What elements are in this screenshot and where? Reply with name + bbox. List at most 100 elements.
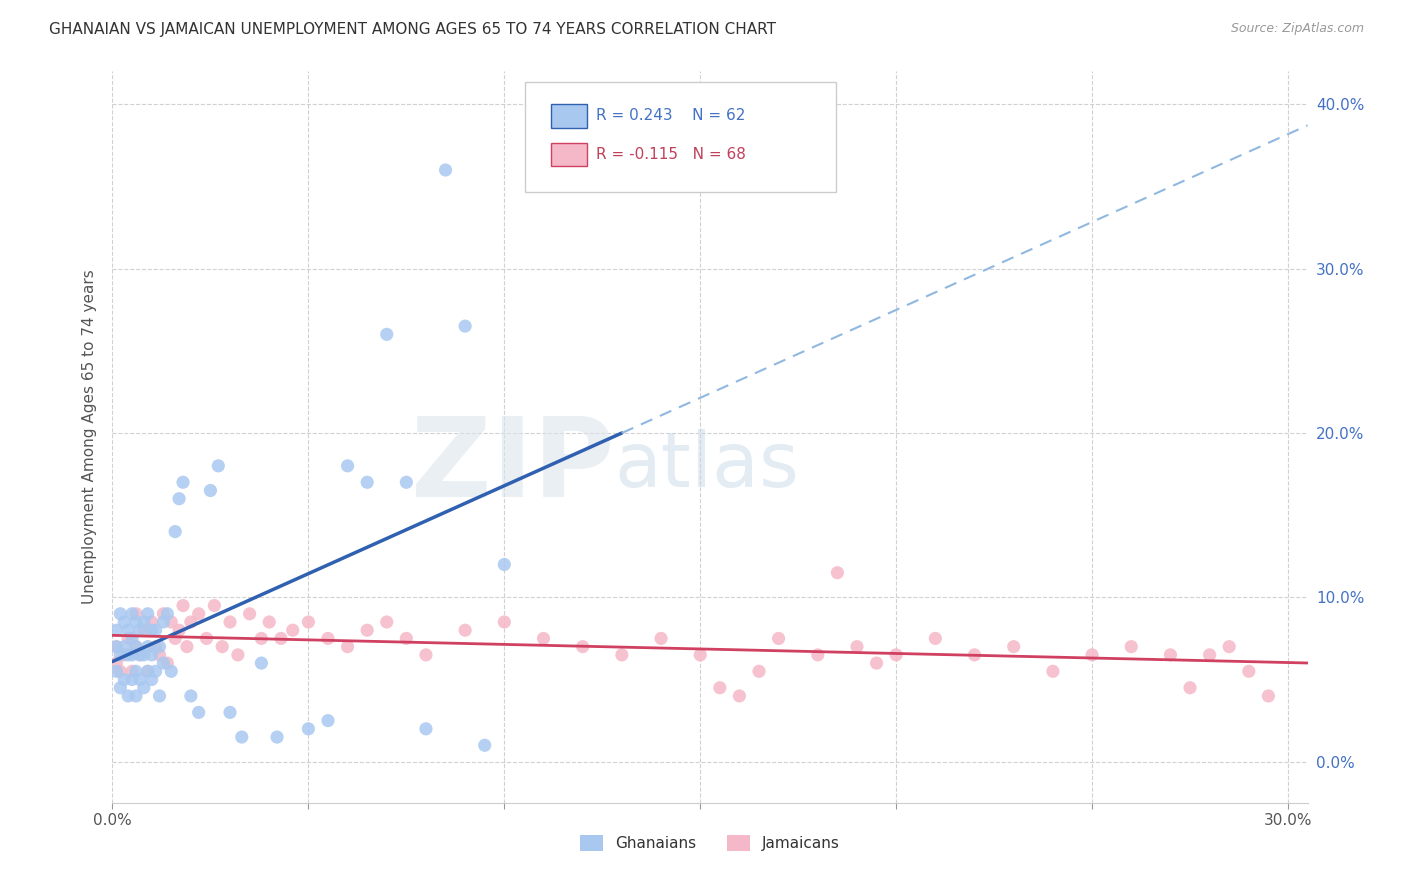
Point <box>145 640 167 654</box>
Point <box>167 491 190 506</box>
Point <box>129 648 152 662</box>
Point <box>187 706 209 720</box>
Point <box>1218 640 1240 654</box>
Point <box>180 615 202 629</box>
Point <box>110 665 132 679</box>
Point <box>1042 665 1064 679</box>
Point <box>689 648 711 662</box>
Point <box>145 624 167 638</box>
Point <box>117 624 139 638</box>
Point <box>141 673 163 687</box>
Point <box>141 624 163 638</box>
Point <box>125 607 148 621</box>
Point <box>141 648 163 662</box>
Legend: Ghanaians, Jamaicans: Ghanaians, Jamaicans <box>574 830 846 857</box>
Point <box>768 632 790 646</box>
Point <box>266 730 288 744</box>
Point <box>172 475 194 490</box>
Point <box>112 640 135 654</box>
Point <box>211 640 233 654</box>
Point <box>356 475 378 490</box>
Point <box>136 665 159 679</box>
Point <box>167 624 190 638</box>
Point <box>395 632 418 646</box>
Point <box>121 648 143 662</box>
Point <box>121 665 143 679</box>
Point <box>709 681 731 695</box>
Point <box>129 648 152 662</box>
Text: atlas: atlas <box>614 429 799 503</box>
Point <box>172 599 194 613</box>
Point <box>180 689 202 703</box>
Point <box>148 648 170 662</box>
Point <box>160 615 183 629</box>
Y-axis label: Unemployment Among Ages 65 to 74 years: Unemployment Among Ages 65 to 74 years <box>82 269 97 605</box>
Text: ZIP: ZIP <box>411 413 614 520</box>
Point <box>270 632 292 646</box>
FancyBboxPatch shape <box>551 104 586 128</box>
Point <box>121 607 143 621</box>
Point <box>231 730 253 744</box>
Point <box>136 665 159 679</box>
Point <box>125 665 148 679</box>
Point <box>110 681 132 695</box>
Point <box>132 624 155 638</box>
Point <box>415 722 437 736</box>
Point <box>297 615 319 629</box>
Point <box>129 624 152 638</box>
Point <box>136 640 159 654</box>
Point <box>316 714 339 728</box>
Point <box>1257 689 1279 703</box>
Point <box>474 739 496 753</box>
Point <box>336 640 359 654</box>
Point <box>356 624 378 638</box>
Text: R = -0.115   N = 68: R = -0.115 N = 68 <box>596 146 747 161</box>
Point <box>494 615 516 629</box>
Point <box>571 640 593 654</box>
Point <box>112 615 135 629</box>
Point <box>226 648 249 662</box>
Point <box>748 665 770 679</box>
Point <box>865 656 887 670</box>
Point <box>1237 665 1260 679</box>
Point <box>250 632 273 646</box>
Point <box>316 632 339 646</box>
Point <box>207 458 229 473</box>
Point <box>200 483 222 498</box>
Point <box>963 648 986 662</box>
Point <box>250 656 273 670</box>
Point <box>650 632 672 646</box>
FancyBboxPatch shape <box>524 82 835 192</box>
Text: R = 0.243    N = 62: R = 0.243 N = 62 <box>596 108 745 123</box>
Point <box>105 624 128 638</box>
Point <box>1121 640 1143 654</box>
Point <box>884 648 907 662</box>
Point <box>136 607 159 621</box>
Point <box>728 689 751 703</box>
Point <box>110 648 132 662</box>
Point <box>415 648 437 662</box>
Point <box>117 648 139 662</box>
Point <box>125 689 148 703</box>
Point <box>219 615 242 629</box>
Point <box>121 673 143 687</box>
Point <box>132 615 155 629</box>
Point <box>202 599 225 613</box>
Point <box>121 632 143 646</box>
Point <box>454 319 477 334</box>
Point <box>846 640 869 654</box>
Point <box>1198 648 1220 662</box>
Point <box>219 706 242 720</box>
Point <box>141 615 163 629</box>
Point <box>112 673 135 687</box>
Point <box>924 632 946 646</box>
Point <box>494 558 516 572</box>
Text: GHANAIAN VS JAMAICAN UNEMPLOYMENT AMONG AGES 65 TO 74 YEARS CORRELATION CHART: GHANAIAN VS JAMAICAN UNEMPLOYMENT AMONG … <box>49 22 776 37</box>
FancyBboxPatch shape <box>551 143 586 167</box>
Point <box>610 648 633 662</box>
Point <box>145 665 167 679</box>
Point <box>281 624 304 638</box>
Point <box>110 607 132 621</box>
Point <box>129 673 152 687</box>
Point <box>105 640 128 654</box>
